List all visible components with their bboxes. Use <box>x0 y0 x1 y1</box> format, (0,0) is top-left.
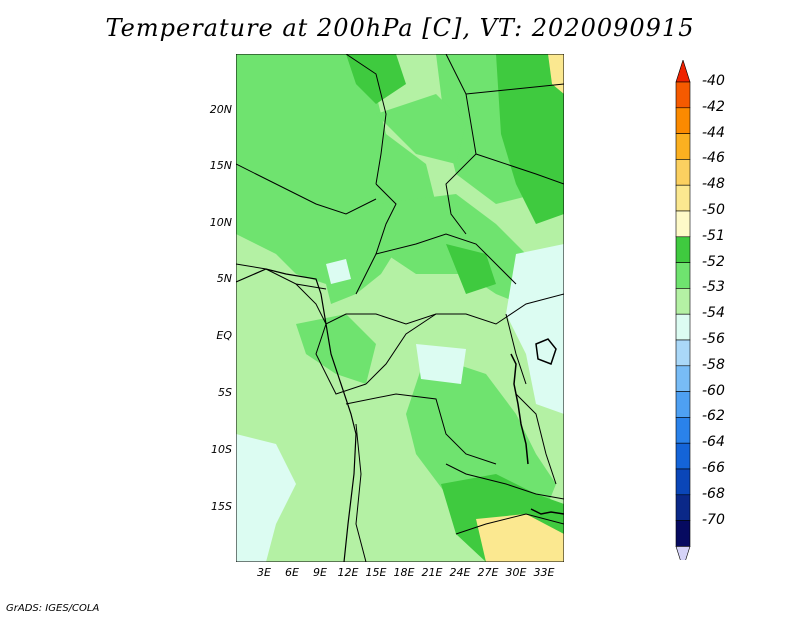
colorbar-label: -42 <box>702 98 725 115</box>
colorbar-segment <box>675 417 691 444</box>
y-tick-label: 10N <box>209 216 232 229</box>
colorbar-label: -51 <box>702 227 725 244</box>
colorbar-segment <box>675 81 691 109</box>
x-tick-label: 6E <box>285 566 299 579</box>
pale-blue-region-atlantic <box>236 434 296 562</box>
y-tick-label: 5S <box>218 386 232 399</box>
colorbar-segment <box>675 133 691 160</box>
colorbar-label: -64 <box>702 434 725 451</box>
colorbar-segment <box>675 494 691 521</box>
colorbar-label: -48 <box>702 176 725 193</box>
pale-blue-region-congo <box>416 344 466 384</box>
x-tick-label: 24E <box>449 566 471 579</box>
coastline <box>236 268 357 562</box>
x-tick-label: 15E <box>365 566 387 579</box>
x-tick-label: 3E <box>257 566 271 579</box>
colorbar-segment <box>675 313 691 341</box>
colorbar-segment <box>675 184 691 212</box>
x-tick-label: 33E <box>533 566 555 579</box>
y-tick-label: 10S <box>211 443 232 456</box>
colorbar-label: -53 <box>702 279 725 296</box>
pale-blue-region-cameroon <box>326 259 351 284</box>
x-tick-label: 12E <box>337 566 359 579</box>
colorbar-segment <box>675 159 691 186</box>
temperature-map <box>236 54 564 562</box>
colorbar-segment <box>675 391 691 418</box>
colorbar-bottom-arrow <box>675 546 691 560</box>
colorbar-segment <box>675 365 691 392</box>
colorbar-segment <box>675 339 691 367</box>
colorbar-segment <box>675 442 691 470</box>
x-tick-label: 27E <box>477 566 499 579</box>
country-borders <box>236 54 564 562</box>
lakes <box>510 338 564 515</box>
dark-green-region-north <box>346 54 406 104</box>
colorbar-label: -62 <box>702 408 725 425</box>
pale-blue-region-east <box>506 244 564 414</box>
colorbar-label: -46 <box>702 150 725 167</box>
colorbar-label: -68 <box>702 485 725 502</box>
x-tick-label: 21E <box>421 566 443 579</box>
dark-green-region-car <box>446 244 496 294</box>
y-tick-label: EQ <box>216 329 232 342</box>
colorbar-label: -56 <box>702 331 725 347</box>
colorbar-top-arrow <box>675 60 691 83</box>
dark-green-region-sudan <box>496 54 564 224</box>
x-tick-label: 9E <box>313 566 327 579</box>
mid-green-region-chad <box>376 94 466 164</box>
y-tick-label: 15N <box>209 159 232 172</box>
x-tick-label: 18E <box>393 566 415 579</box>
colorbar-label: -44 <box>702 124 725 141</box>
colorbar-label: -50 <box>702 202 725 218</box>
pale-yellow-region-south <box>476 514 564 562</box>
colorbar-label: -52 <box>702 253 725 270</box>
colorbar-segment <box>675 288 691 315</box>
colorbar-label: -40 <box>702 73 725 89</box>
colorbar-label: -60 <box>702 382 725 399</box>
y-tick-label: 15S <box>211 500 232 513</box>
mid-green-region-gabon <box>296 314 376 384</box>
colorbar-label: -58 <box>702 356 725 373</box>
colorbar-segment <box>675 262 691 289</box>
x-tick-label: 30E <box>505 566 527 579</box>
colorbar-segment <box>675 520 691 547</box>
colorbar-segment <box>675 468 691 496</box>
colorbar-label: -66 <box>702 460 725 476</box>
map-title: Temperature at 200hPa [C], VT: 202009091… <box>105 14 695 42</box>
colorbar-label: -54 <box>702 305 725 322</box>
colorbar-segment <box>675 210 691 238</box>
colorbar <box>675 60 691 560</box>
grads-credit: GrADS: IGES/COLA <box>6 603 100 614</box>
colorbar-segment <box>675 107 691 134</box>
colorbar-label: -70 <box>702 511 725 528</box>
y-tick-label: 20N <box>209 103 232 116</box>
y-tick-label: 5N <box>216 272 232 285</box>
colorbar-segment <box>675 236 691 263</box>
